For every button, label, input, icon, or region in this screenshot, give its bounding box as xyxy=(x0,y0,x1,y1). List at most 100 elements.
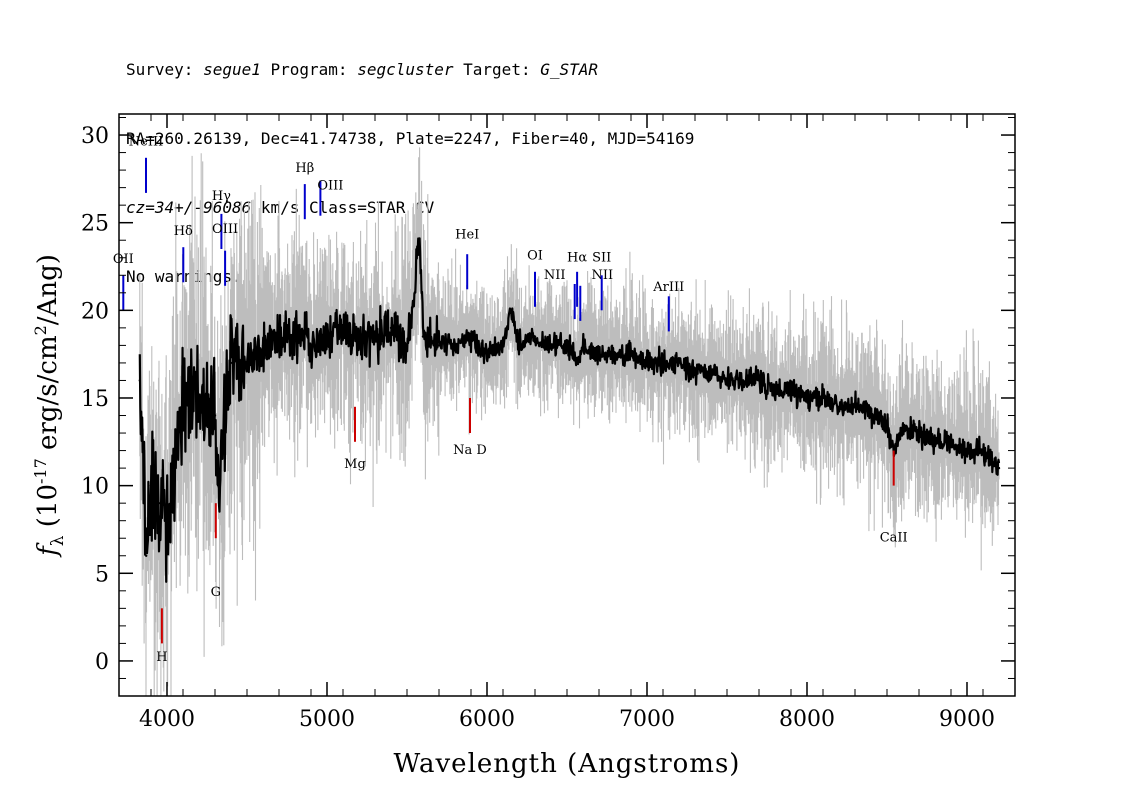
flux-point xyxy=(245,361,249,365)
absorption-line-label: G xyxy=(211,585,221,600)
x-tick-label: 5000 xyxy=(299,707,355,732)
flux-point xyxy=(418,239,421,242)
flux-point xyxy=(933,440,937,443)
flux-point xyxy=(509,309,513,312)
flux-point xyxy=(853,405,857,408)
flux-point xyxy=(885,423,889,426)
emission-line-label: SII xyxy=(592,250,611,265)
flux-point xyxy=(581,344,585,347)
x-tick-label: 7000 xyxy=(619,707,675,732)
flux-point xyxy=(677,361,681,365)
flux-point xyxy=(197,396,201,400)
emission-line-label: Hα xyxy=(567,250,587,265)
emission-line-label: Hδ xyxy=(174,224,193,239)
flux-point xyxy=(421,335,425,338)
target-label: Target: xyxy=(453,60,541,79)
error-envelope xyxy=(139,147,1000,696)
y-tick-label: 0 xyxy=(95,650,109,675)
y-tick-label: 5 xyxy=(95,562,109,587)
flux-point xyxy=(149,484,153,487)
flux-point xyxy=(405,344,409,347)
flux-point xyxy=(213,414,217,417)
emission-line-label: OI xyxy=(527,249,543,264)
emission-line-label: NII xyxy=(544,268,566,283)
redshift-value: cz=34+/-96086 xyxy=(126,198,252,217)
x-tick-label: 4000 xyxy=(139,707,195,732)
flux-point xyxy=(661,361,665,365)
flux-point xyxy=(229,361,233,365)
flux-point xyxy=(981,449,985,452)
flux-point xyxy=(325,335,329,338)
flux-point xyxy=(533,335,537,338)
flux-point xyxy=(709,370,713,373)
flux-point xyxy=(965,449,969,452)
y-tick-label: 15 xyxy=(81,387,109,412)
emission-line-label: OII xyxy=(113,252,134,267)
flux-point xyxy=(917,431,921,435)
absorption-line-label: CaII xyxy=(880,531,908,546)
y-tick-label: 30 xyxy=(81,124,109,149)
flux-point xyxy=(549,344,553,347)
y-tick-label: 10 xyxy=(81,475,109,500)
emission-line-label: Hγ xyxy=(212,189,231,204)
flux-point xyxy=(277,335,281,338)
spectrum-header: Survey: segue1 Program: segcluster Targe… xyxy=(126,12,694,311)
flux-point xyxy=(437,344,441,347)
flux-point xyxy=(645,361,649,365)
flux-point xyxy=(453,344,457,347)
flux-point xyxy=(145,554,148,557)
flux-point xyxy=(597,353,601,356)
flux-point xyxy=(293,335,297,338)
flux-point xyxy=(309,344,313,347)
y-axis-label: fλ (10-17 erg/s/cm2/Ang) xyxy=(31,254,68,558)
flux-point xyxy=(837,405,841,408)
flux-point xyxy=(181,396,185,400)
flux-point xyxy=(629,353,633,356)
y-tick-label: 20 xyxy=(81,299,109,324)
flux-point xyxy=(157,502,161,505)
flux-point xyxy=(821,396,825,400)
header-line-coordinates: RA=260.26139, Dec=41.74738, Plate=2247, … xyxy=(126,129,695,148)
emission-line-label: HeI xyxy=(455,228,479,243)
flux-point xyxy=(165,519,169,522)
flux-point xyxy=(357,335,361,338)
target-value: G_STAR xyxy=(540,60,599,79)
flux-point xyxy=(725,379,729,382)
flux-point xyxy=(949,440,953,443)
absorption-line-label: Mg xyxy=(344,457,366,472)
flux-point xyxy=(613,353,617,356)
survey-value: segue1 xyxy=(203,60,261,79)
absorption-line-label: Na D xyxy=(453,443,487,458)
flux-point xyxy=(173,449,177,452)
emission-line-label: OIII xyxy=(212,222,238,237)
flux-point xyxy=(217,484,220,487)
x-tick-label: 8000 xyxy=(779,707,835,732)
emission-line-label: ArIII xyxy=(652,280,684,295)
flux-point xyxy=(303,326,306,330)
flux-point xyxy=(869,414,873,417)
x-tick-label: 6000 xyxy=(459,707,515,732)
flux-point xyxy=(517,344,521,347)
program-value: segcluster xyxy=(357,60,454,79)
flux-point xyxy=(757,379,761,382)
x-axis-label: Wavelength (Angstroms) xyxy=(394,749,741,779)
flux-point xyxy=(805,396,809,400)
absorption-line-label: H xyxy=(156,650,167,665)
y-tick-label: 25 xyxy=(81,212,109,237)
flux-point xyxy=(373,335,377,338)
emission-line-label: Hβ xyxy=(295,161,314,176)
flux-point xyxy=(261,344,265,347)
flux-series-line xyxy=(138,237,1001,583)
survey-label: Survey: xyxy=(126,60,204,79)
emission-line-label: OIII xyxy=(317,178,343,193)
flux-point xyxy=(997,466,1001,470)
flux-point xyxy=(901,423,905,426)
program-label: Program: xyxy=(260,60,358,79)
flux-point xyxy=(138,379,141,382)
emission-line-label: NeIII xyxy=(129,135,163,150)
flux-point xyxy=(789,388,793,391)
flux-point xyxy=(501,344,505,347)
flux-point xyxy=(485,353,489,356)
flux-point xyxy=(741,379,745,382)
